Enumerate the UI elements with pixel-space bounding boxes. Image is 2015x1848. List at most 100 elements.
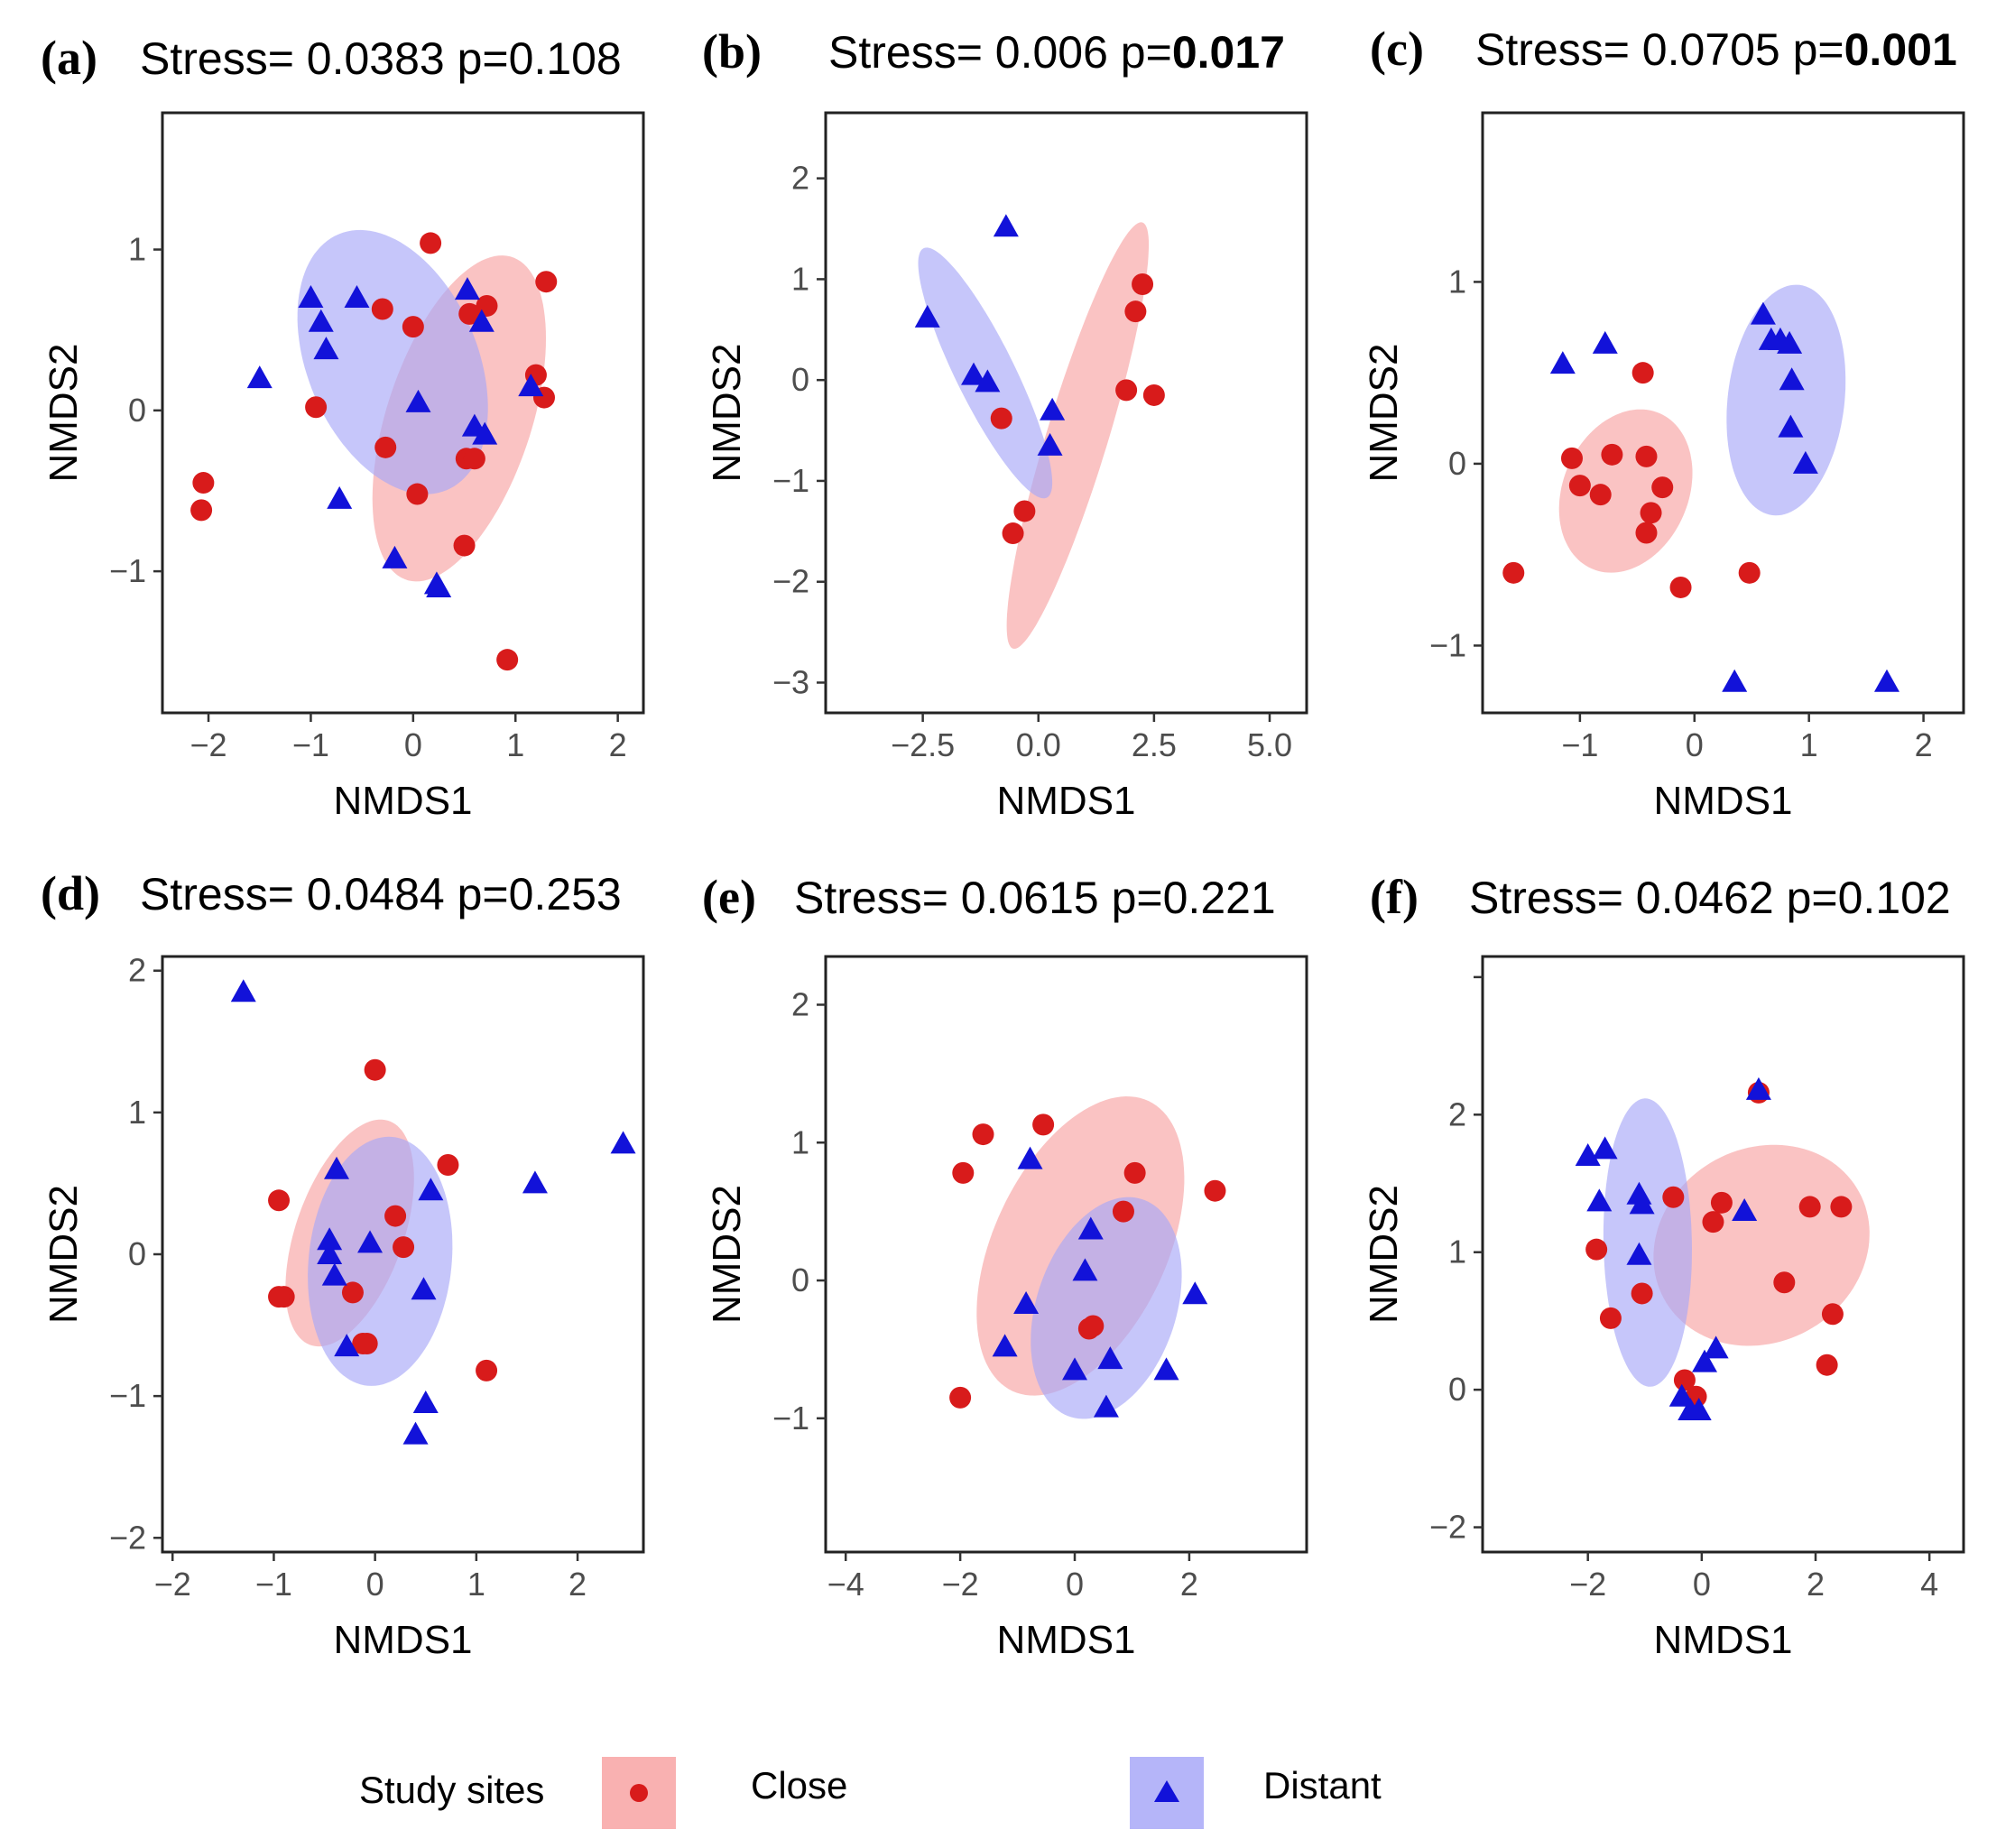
y-axis-label: NMDS2 <box>42 1185 86 1324</box>
distant-point <box>1097 1346 1123 1370</box>
close-point <box>1651 476 1674 499</box>
x-axis-label: NMDS1 <box>1653 1618 1792 1662</box>
y-tick-label: 0 <box>1448 1371 1466 1408</box>
panel-letter: (d) <box>41 866 100 920</box>
distant-ellipse <box>308 1136 453 1386</box>
panel-letter: (a) <box>41 31 97 85</box>
close-point <box>1599 1307 1622 1329</box>
close-point <box>496 649 519 671</box>
plot-frame <box>824 111 1308 715</box>
y-tick-label: −2 <box>772 563 809 600</box>
x-axis-label: NMDS1 <box>333 779 472 823</box>
distant-point <box>411 1277 437 1300</box>
close-point <box>1560 447 1583 469</box>
x-tick-label: −2.5 <box>891 726 955 763</box>
panel-letter: (c) <box>1370 22 1424 76</box>
x-tick-label: 0.0 <box>1016 726 1061 763</box>
close-point <box>1798 1196 1821 1218</box>
close-point <box>1738 561 1761 584</box>
x-tick-label: 0 <box>1686 726 1704 763</box>
close-point <box>1123 1161 1146 1184</box>
distant-point <box>1062 1357 1088 1381</box>
panel-d: (d) Stress= 0.0484 p=0.253 −2 −1 0 1 2 −2 −1 0 1 2 N… <box>41 866 645 1662</box>
x-tick-label: −2 <box>1569 1566 1606 1603</box>
distant-point <box>522 1170 548 1194</box>
close-point <box>463 448 485 470</box>
y-tick-label: −2 <box>109 1519 146 1556</box>
close-point <box>1601 443 1623 466</box>
x-tick-label: 1 <box>1800 726 1818 763</box>
title-text: Stress= 0.0615 p=0.221 <box>794 873 1276 923</box>
distant-point <box>308 309 334 332</box>
y-tick-label: 0 <box>791 1261 809 1298</box>
x-tick-label: 0 <box>1066 1566 1084 1603</box>
distant-point <box>1037 432 1063 456</box>
y-tick-label: 2 <box>791 985 809 1022</box>
distant-point <box>1153 1357 1179 1381</box>
y-tick-label: −1 <box>109 1377 146 1414</box>
title-text: Stress= 0.0383 p=0.108 <box>140 33 622 84</box>
panel-e: (e) Stress= 0.0615 p=0.221 −4 −2 0 2 −1 0 1 2 NMDS… <box>702 870 1308 1662</box>
y-tick-label: 0 <box>1448 445 1466 482</box>
distant-point <box>426 574 452 597</box>
distant-point <box>993 214 1019 237</box>
x-axis-label: NMDS1 <box>996 1618 1135 1662</box>
y-axis-label: NMDS2 <box>705 343 749 482</box>
close-point <box>1673 1369 1696 1391</box>
distant-point <box>317 1242 343 1264</box>
close-point <box>1112 1200 1134 1223</box>
distant-point <box>1592 1136 1618 1160</box>
distant-point <box>610 1131 636 1154</box>
close-point <box>384 1205 407 1227</box>
x-tick-label: 1 <box>467 1566 485 1603</box>
plot-area <box>230 979 636 1445</box>
close-point <box>190 499 213 522</box>
close-ellipse <box>1558 409 1693 573</box>
close-point <box>364 1058 386 1081</box>
x-tick-label: −4 <box>827 1566 864 1603</box>
y-axis-label: NMDS2 <box>42 343 86 482</box>
distant-point <box>1686 1398 1712 1421</box>
close-point <box>476 294 498 317</box>
blue-triangle-icon <box>1154 1780 1179 1802</box>
close-point <box>1142 383 1165 406</box>
close-point <box>1115 379 1138 402</box>
close-point <box>990 407 1012 430</box>
x-tick-label: 0 <box>1693 1566 1711 1603</box>
distant-point <box>1703 1335 1729 1359</box>
close-point <box>1669 576 1692 598</box>
distant-point <box>1586 1188 1613 1212</box>
distant-point <box>298 285 324 309</box>
panel-title: Stress= 0.0484 p=0.253 <box>140 869 622 919</box>
distant-point <box>1722 669 1748 692</box>
close-point <box>1816 1354 1838 1376</box>
distant-point <box>1017 1146 1043 1169</box>
panel-title: Stress= 0.0705 p=0.001 <box>1475 24 1957 75</box>
distant-point <box>344 285 370 309</box>
distant-point <box>1692 1349 1717 1372</box>
y-tick-label: 2 <box>791 160 809 197</box>
title-text: Stress= 0.006 p= <box>828 27 1172 78</box>
close-point <box>1082 1315 1105 1337</box>
distant-point <box>1040 397 1066 420</box>
close-point <box>1124 300 1147 323</box>
x-tick-label: 0 <box>366 1566 384 1603</box>
plot-frame <box>161 111 645 715</box>
panel-letter: (f) <box>1370 870 1419 924</box>
distant-point <box>1077 1216 1104 1240</box>
x-tick-label: −2 <box>190 726 227 763</box>
legend-close-label: Close <box>751 1764 847 1806</box>
close-point <box>1032 1113 1055 1136</box>
distant-point <box>1779 367 1805 391</box>
distant-point <box>321 1262 347 1286</box>
distant-point <box>1575 1143 1601 1167</box>
distant-point <box>324 1156 350 1179</box>
close-point <box>305 396 328 419</box>
distant-point <box>1792 450 1818 474</box>
close-point <box>1830 1196 1853 1218</box>
x-axis-label: NMDS1 <box>1653 779 1792 823</box>
x-tick-label: −1 <box>292 726 329 763</box>
close-point <box>1821 1303 1844 1326</box>
close-point <box>1002 522 1024 545</box>
y-tick-label: 0 <box>128 1235 146 1272</box>
